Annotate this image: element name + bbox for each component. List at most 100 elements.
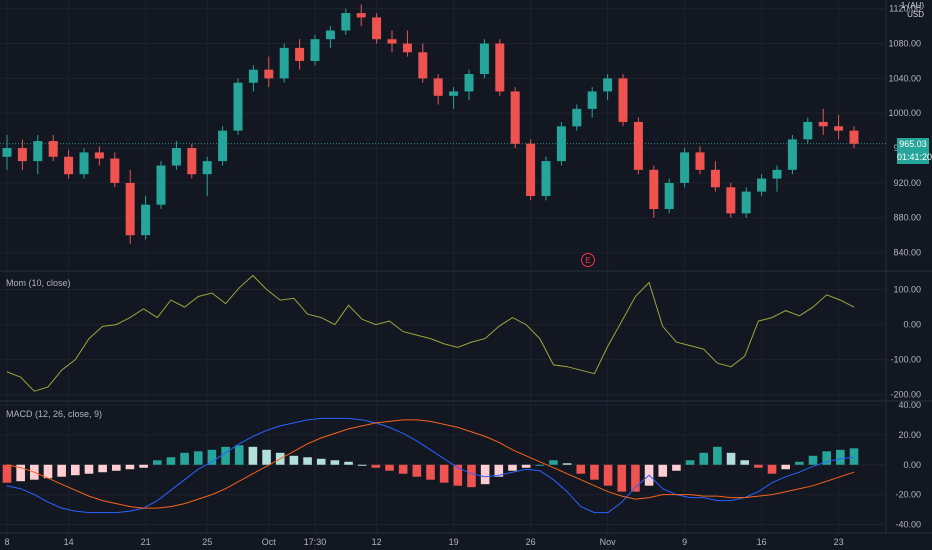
candle-body [849, 130, 859, 144]
candle-body [310, 39, 320, 61]
candle-body [834, 126, 844, 131]
macd-histogram-bar [508, 464, 517, 471]
macd-histogram-bar [207, 449, 217, 465]
macd-histogram-bar [426, 464, 435, 480]
macd-histogram-bar [726, 452, 736, 465]
mom-pane-title: Mom (10, close) [6, 278, 71, 288]
macd-histogram-bar [494, 464, 504, 477]
x-tick-label: 9 [682, 537, 687, 547]
macd-histogram-bar [453, 464, 463, 486]
x-tick-label: Nov [600, 537, 617, 547]
signal-line [6, 419, 855, 509]
candle-body [387, 39, 397, 44]
macd-histogram-bar [2, 464, 12, 483]
price-tick-label: 1120.00 [889, 4, 921, 14]
candle-body [772, 169, 782, 179]
x-tick-label: 21 [141, 537, 151, 547]
candle-body [618, 78, 628, 122]
candle-body [449, 91, 459, 96]
candle-body [187, 148, 197, 175]
macd-histogram-bar [822, 451, 831, 465]
x-tick-label: 12 [372, 537, 382, 547]
macd-tick-label: -40.00 [895, 520, 921, 530]
x-tick-label: 26 [526, 537, 536, 547]
x-tick-label: 17:30 [304, 537, 327, 547]
macd-histogram-bar [193, 451, 203, 465]
macd-histogram-bar [631, 464, 640, 492]
candle-body [603, 78, 613, 92]
macd-pane-title: MACD (12, 26, close, 9) [6, 409, 103, 419]
macd-series [2, 417, 859, 514]
momentum-series [6, 274, 855, 392]
candle-body [156, 165, 166, 205]
macd-histogram-bar [289, 455, 299, 465]
macd-histogram-bar [549, 460, 558, 465]
candle-body [649, 169, 659, 210]
last-price-badge: 965.03 [897, 137, 929, 151]
candle-body [741, 191, 751, 214]
candle-body [526, 143, 536, 196]
macd-histogram-bar [84, 464, 94, 474]
macd-histogram-bar [16, 464, 25, 482]
candle-body [633, 121, 643, 170]
mom-line [6, 274, 855, 392]
candle-body [218, 130, 228, 162]
macd-histogram-bar [767, 464, 777, 474]
candle-body [479, 43, 489, 75]
macd-histogram-bar [808, 455, 818, 465]
candle-body [295, 47, 305, 61]
candle-body [818, 121, 828, 127]
candle-body [356, 13, 366, 18]
candle-body [202, 161, 212, 175]
macd-histogram-bar [849, 448, 859, 465]
macd-histogram-bar [221, 446, 230, 465]
candle-body [572, 108, 582, 127]
candle-body [48, 141, 58, 157]
candle-body [464, 74, 474, 92]
macd-histogram-bar [330, 460, 340, 465]
macd-histogram-bar [166, 457, 176, 465]
macd-histogram-bar [398, 464, 408, 474]
mom-tick-label: -100.00 [890, 355, 921, 365]
macd-histogram-bar [43, 464, 53, 479]
price-tick-label: 920.00 [893, 178, 921, 188]
macd-histogram-bar [535, 464, 545, 466]
macd-histogram-bar [836, 449, 845, 465]
x-tick-label: 14 [64, 537, 74, 547]
macd-histogram-bar [699, 452, 709, 465]
candle-body [710, 169, 720, 188]
candlestick-series [2, 4, 859, 244]
candle-body [541, 161, 551, 196]
macd-tick-label: -20.00 [895, 490, 921, 500]
macd-histogram-bar [412, 464, 422, 477]
x-tick-label: 16 [757, 537, 767, 547]
candle-body [171, 148, 181, 166]
macd-histogram-bar [562, 463, 572, 465]
macd-histogram-bar [357, 464, 367, 466]
macd-histogram-bar [344, 461, 353, 465]
macd-histogram-bar [658, 464, 668, 477]
candle-body [372, 17, 382, 40]
macd-histogram-bar [685, 460, 695, 465]
macd-histogram-bar [234, 445, 244, 465]
price-tick-label: 1040.00 [888, 73, 921, 83]
candle-body [495, 43, 505, 92]
countdown-badge: 01:41:20 [897, 150, 932, 164]
candle-body [664, 182, 674, 210]
earnings-icon[interactable]: E [581, 253, 595, 267]
candle-body [79, 152, 89, 175]
macd-histogram-bar [152, 460, 162, 465]
price-tick-label: 840.00 [893, 248, 921, 258]
candle-body [803, 121, 813, 140]
axes: 8 14 21 25 Oct 17:30 12 19 26 Nov 9 16 23 1120.00 1080… [4, 4, 921, 547]
macd-histogram-bar [111, 464, 121, 471]
mom-tick-label: 0.00 [903, 320, 921, 330]
candle-body [141, 204, 151, 236]
candle-body [587, 91, 597, 109]
x-tick-label: 8 [4, 537, 9, 547]
macd-histogram-bar [57, 464, 66, 477]
candle-body [341, 13, 351, 31]
candle-body [556, 126, 566, 162]
candle-body [325, 30, 335, 40]
